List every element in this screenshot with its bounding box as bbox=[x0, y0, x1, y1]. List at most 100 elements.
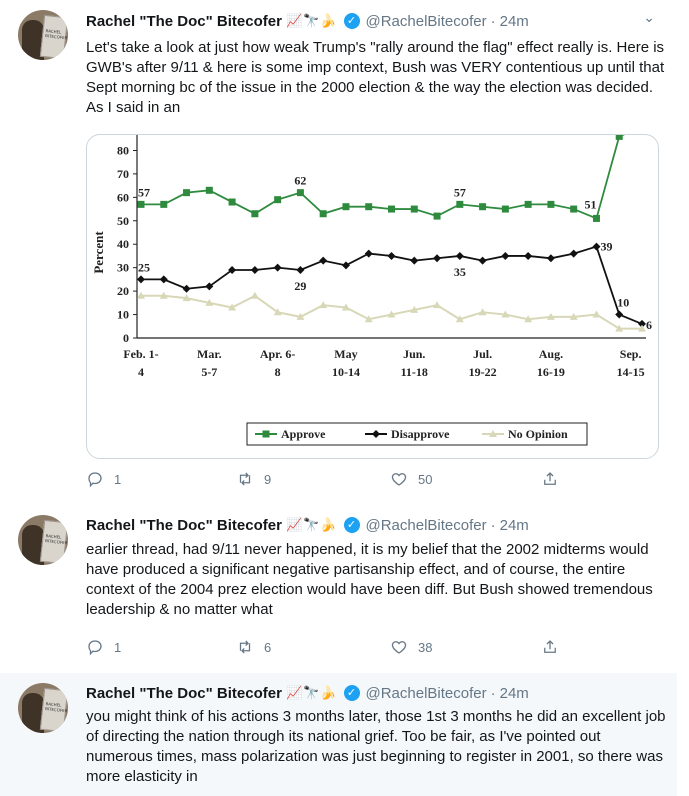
disapprove-point bbox=[182, 284, 191, 293]
y-tick-label: 40 bbox=[117, 237, 129, 251]
avatar[interactable]: RACHEL BITECOFER bbox=[18, 683, 68, 733]
approve-point bbox=[501, 205, 509, 213]
retweet-icon bbox=[239, 640, 251, 654]
no-opinion-point bbox=[228, 303, 237, 311]
no-opinion-point bbox=[137, 291, 145, 299]
retweet-button[interactable]: 9 bbox=[236, 470, 271, 488]
disapprove-point bbox=[455, 251, 464, 260]
approve-point bbox=[251, 210, 259, 218]
data-label: 57 bbox=[454, 185, 466, 199]
avatar[interactable]: RACHEL BITECOFER bbox=[18, 10, 68, 60]
reply-button[interactable]: 1 bbox=[86, 638, 121, 656]
x-tick-label: Aug. bbox=[539, 347, 563, 361]
no-opinion-point bbox=[615, 324, 624, 332]
author-name[interactable]: Rachel "The Doc" Bitecofer bbox=[86, 516, 282, 534]
x-tick-label: 10-14 bbox=[332, 365, 360, 379]
approve-point bbox=[137, 200, 145, 208]
no-opinion-point bbox=[159, 291, 168, 299]
author-name[interactable]: Rachel "The Doc" Bitecofer bbox=[86, 12, 282, 30]
retweet-count: 6 bbox=[264, 639, 272, 655]
no-opinion-point bbox=[250, 291, 259, 299]
disapprove-point bbox=[433, 254, 442, 263]
x-tick-label: 16-19 bbox=[537, 365, 565, 379]
avatar[interactable]: RACHEL BITECOFER bbox=[18, 515, 68, 565]
disapprove-point bbox=[205, 282, 214, 291]
author-handle[interactable]: @RachelBitecofer bbox=[365, 684, 487, 702]
no-opinion-point bbox=[364, 315, 373, 323]
data-label: 35 bbox=[454, 265, 466, 279]
heart-icon bbox=[391, 473, 407, 486]
retweet-icon bbox=[239, 472, 251, 486]
approve-point bbox=[365, 203, 373, 211]
like-button[interactable]: 38 bbox=[390, 638, 432, 656]
like-button[interactable]: 50 bbox=[390, 470, 432, 488]
approve-point bbox=[592, 214, 600, 222]
like-count: 38 bbox=[418, 639, 433, 655]
approve-point bbox=[479, 203, 487, 211]
y-tick-label: 10 bbox=[117, 308, 129, 322]
no-opinion-point bbox=[501, 310, 510, 318]
reply-icon bbox=[88, 472, 102, 488]
reply-count: 1 bbox=[114, 471, 122, 487]
legend-box bbox=[246, 422, 588, 446]
x-tick-label: Apr. 6- bbox=[260, 347, 296, 361]
chart: 0102030405060708090PercentFeb. 1-4Mar.5-… bbox=[91, 135, 652, 446]
tweet-text: Let's take a look at just how weak Trump… bbox=[86, 39, 665, 116]
share-button[interactable] bbox=[541, 470, 569, 488]
approve-point bbox=[228, 198, 236, 206]
no-opinion-point bbox=[273, 308, 282, 316]
data-label: 57 bbox=[138, 185, 150, 199]
disapprove-point bbox=[569, 249, 578, 258]
disapprove-point bbox=[228, 266, 237, 275]
like-count: 50 bbox=[418, 471, 433, 487]
x-tick-label: Jun. bbox=[403, 347, 425, 361]
x-tick-label: 19-22 bbox=[469, 365, 497, 379]
approve-point bbox=[205, 186, 213, 194]
no-opinion-point bbox=[569, 312, 578, 320]
tweet-3[interactable]: RACHEL BITECOFER Rachel "The Doc" Biteco… bbox=[0, 673, 677, 796]
no-opinion-point bbox=[387, 310, 396, 318]
chevron-down-icon[interactable]: ⌄ bbox=[643, 10, 655, 26]
tweet-time[interactable]: 24m bbox=[499, 12, 529, 30]
no-opinion-point bbox=[296, 312, 305, 320]
verified-badge-icon: ✓ bbox=[343, 685, 360, 701]
verified-badge-icon: ✓ bbox=[343, 13, 360, 29]
author-handle[interactable]: @RachelBitecofer bbox=[365, 516, 487, 534]
tweet-time[interactable]: 24m bbox=[499, 684, 529, 702]
author-emojis: 📈🔭🍌 bbox=[285, 685, 338, 701]
approve-point bbox=[183, 189, 191, 197]
legend-label: Disapprove bbox=[391, 427, 450, 441]
no-opinion-point bbox=[319, 301, 328, 309]
no-opinion-point bbox=[524, 315, 533, 323]
data-label: 6 bbox=[646, 318, 652, 332]
retweet-button[interactable]: 6 bbox=[236, 638, 271, 656]
tweet-2[interactable]: RACHEL BITECOFER Rachel "The Doc" Biteco… bbox=[0, 505, 677, 674]
no-opinion-point bbox=[638, 324, 646, 332]
tweet-1[interactable]: RACHEL BITECOFER Rachel "The Doc" Biteco… bbox=[0, 0, 677, 506]
author-emojis: 📈🔭🍌 bbox=[285, 13, 338, 29]
disapprove-point bbox=[319, 256, 328, 265]
tweet-time[interactable]: 24m bbox=[499, 516, 529, 534]
legend-marker bbox=[372, 430, 380, 438]
author-handle[interactable]: @RachelBitecofer bbox=[365, 12, 487, 30]
author-name[interactable]: Rachel "The Doc" Bitecofer bbox=[86, 684, 282, 702]
no-opinion-point bbox=[410, 305, 419, 313]
share-icon bbox=[544, 472, 556, 485]
share-button[interactable] bbox=[541, 638, 569, 656]
x-tick-label: 8 bbox=[275, 365, 281, 379]
x-tick-label: Feb. 1- bbox=[123, 347, 158, 361]
tweet-actions: 1 9 50 bbox=[86, 470, 566, 494]
disapprove-point bbox=[296, 266, 305, 275]
data-label: 10 bbox=[617, 296, 629, 310]
x-tick-label: Sep. bbox=[620, 347, 642, 361]
verified-badge-icon: ✓ bbox=[343, 517, 360, 533]
reply-button[interactable]: 1 bbox=[86, 470, 121, 488]
share-icon bbox=[544, 640, 556, 653]
y-tick-label: 50 bbox=[117, 214, 129, 228]
disapprove-point bbox=[615, 310, 624, 319]
y-tick-label: 30 bbox=[117, 261, 129, 275]
x-tick-label: Jul. bbox=[473, 347, 492, 361]
data-label: 25 bbox=[138, 260, 150, 274]
tweet-image[interactable]: 0102030405060708090PercentFeb. 1-4Mar.5-… bbox=[86, 134, 659, 459]
legend-marker bbox=[489, 430, 497, 437]
